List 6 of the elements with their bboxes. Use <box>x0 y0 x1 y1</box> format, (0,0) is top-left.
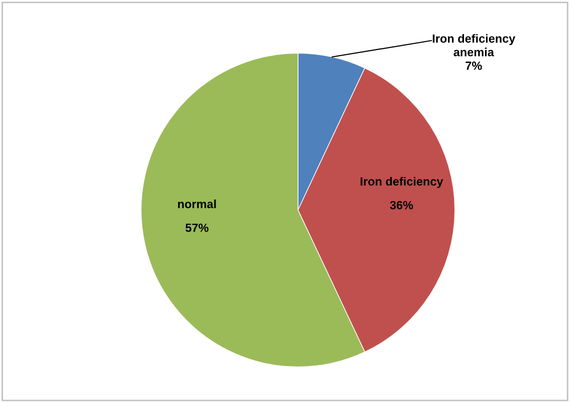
data-label: 7% <box>466 62 482 70</box>
data-label: 57% <box>186 224 208 232</box>
slice-label: Iron deficiency anemia <box>432 34 516 56</box>
slice-label: Iron deficiency <box>360 176 444 188</box>
data-label: 36% <box>390 200 414 210</box>
slice-label: normal <box>178 200 216 208</box>
